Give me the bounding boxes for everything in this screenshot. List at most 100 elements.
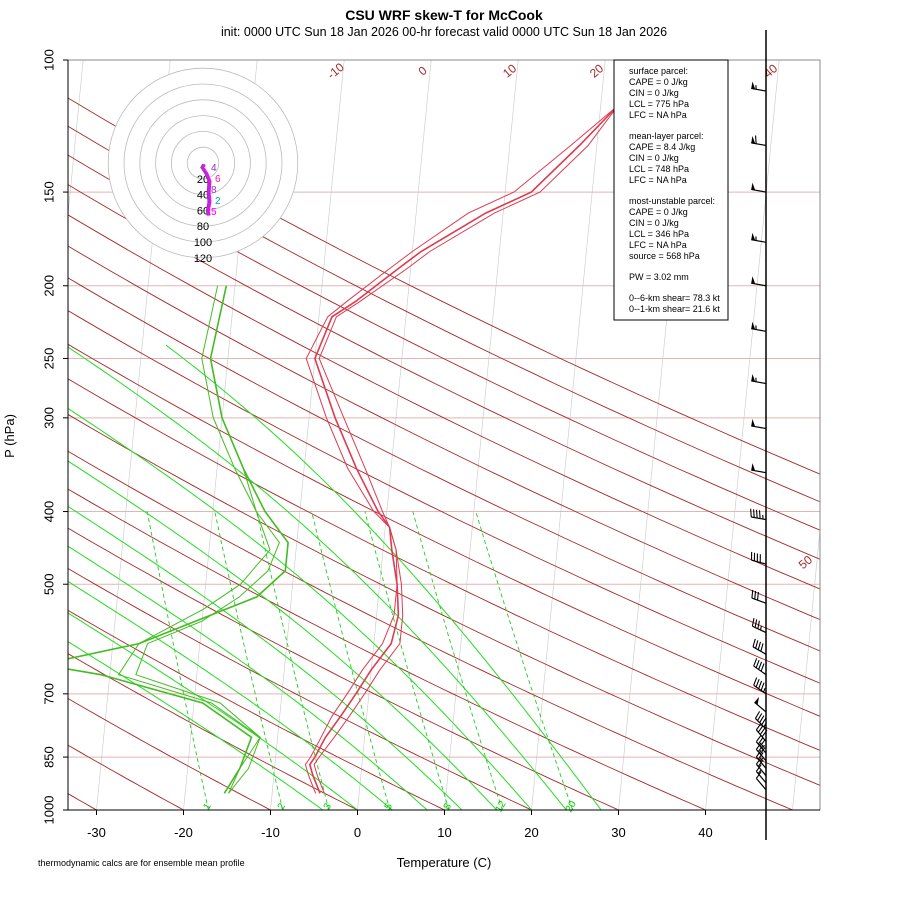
moist-adiabat-line xyxy=(68,460,498,810)
skew-grid-line xyxy=(270,60,345,810)
pressure-tick-label: 700 xyxy=(41,683,56,705)
mixing-ratio-line xyxy=(475,511,574,810)
temperature-tick-label: 30 xyxy=(611,825,625,840)
wind-barb-flag xyxy=(755,764,762,772)
wind-barb-flag xyxy=(755,659,760,668)
wind-barb-flag xyxy=(759,746,766,755)
hodograph-height-label: 4 xyxy=(211,163,217,174)
wind-barb xyxy=(751,321,767,332)
wind-barb xyxy=(753,677,767,695)
wind-barb-flag xyxy=(752,638,756,647)
hodograph-ring-label: 60 xyxy=(197,205,209,217)
wind-barb-flag xyxy=(751,589,754,599)
wind-barb-flag xyxy=(751,618,755,627)
surface-lcl: LCL = 775 hPa xyxy=(629,99,689,109)
mixing-ratio-line xyxy=(256,511,330,810)
dry-adiabat-line xyxy=(68,653,358,810)
wind-barb-flag xyxy=(759,715,765,723)
mean-layer-header: mean-layer parcel: xyxy=(629,131,704,141)
wind-barb-flag xyxy=(758,661,763,670)
temperature-tick-label: 10 xyxy=(437,825,451,840)
wind-barb xyxy=(752,638,767,655)
temperature-tick-label: 20 xyxy=(524,825,538,840)
wind-barb-half-flag xyxy=(759,757,764,762)
mu-cin: CIN = 0 J/kg xyxy=(629,218,679,228)
pressure-tick-label: 300 xyxy=(41,407,56,429)
dry-adiabat-line xyxy=(68,697,271,810)
surface-parcel-header: surface parcel: xyxy=(629,66,688,76)
mean-cape: CAPE = 8.4 J/kg xyxy=(629,142,695,152)
wind-barb-flag xyxy=(757,759,764,767)
wind-barb-pennant xyxy=(751,321,756,330)
surface-cape: CAPE = 0 J/kg xyxy=(629,77,688,87)
wind-barb-pennant xyxy=(751,81,756,90)
wind-barb xyxy=(754,696,767,713)
dry-adiabat-line xyxy=(68,450,793,810)
pressure-tick-label: 200 xyxy=(41,275,56,297)
wind-barb-flag xyxy=(758,510,761,519)
wind-barb-flag xyxy=(757,713,763,721)
wind-barb-flag xyxy=(756,509,758,519)
mean-lcl: LCL = 748 hPa xyxy=(629,164,689,174)
wind-barb-flag xyxy=(755,757,762,765)
moist-adiabat-line xyxy=(165,344,602,810)
wind-barb-flag xyxy=(755,679,760,688)
hodograph-height-label: 2 xyxy=(215,196,221,207)
wind-barb-flag xyxy=(761,729,768,738)
mixing-ratio-label: 3 xyxy=(322,801,335,812)
hodograph-ring xyxy=(155,115,251,211)
mu-lfc: LFC = NA hPa xyxy=(629,240,687,250)
wind-barb-pennant xyxy=(751,182,756,191)
wind-barb-shaft xyxy=(751,142,767,147)
moist-adiabat-line xyxy=(68,346,567,810)
wind-barb-flag xyxy=(757,641,762,650)
wind-barb-half-flag xyxy=(760,625,762,631)
dry-adiabat-line xyxy=(68,310,820,684)
wind-barb-flag xyxy=(757,737,764,745)
surface-cin: CIN = 0 J/kg xyxy=(629,88,679,98)
wind-barb-half-flag xyxy=(763,723,767,728)
wind-barb-pennant xyxy=(754,696,760,705)
wind-barb-shaft xyxy=(751,239,767,243)
wind-barb-flag xyxy=(753,677,758,686)
dry-adiabat-line xyxy=(68,214,820,590)
moist-adiabat-line xyxy=(68,580,393,810)
wind-barb-flag xyxy=(753,509,755,518)
wind-barb xyxy=(751,81,767,92)
wind-barb-flag xyxy=(761,717,767,726)
mixing-ratio-line xyxy=(412,511,503,810)
wind-barb-flag xyxy=(760,682,765,691)
wind-barb xyxy=(751,232,767,243)
temperature-tick-label: -20 xyxy=(174,825,193,840)
dry-adiabat-line xyxy=(68,378,820,751)
temperature-tick-label: -30 xyxy=(87,825,106,840)
wind-barb-flag xyxy=(753,658,758,667)
dry-adiabat-line xyxy=(68,609,445,810)
wind-barb xyxy=(751,419,767,430)
wind-barb-shaft xyxy=(751,188,767,193)
wind-barb-flag xyxy=(755,734,762,743)
temperature-tick-label: -10 xyxy=(261,825,280,840)
x-axis-label: Temperature (C) xyxy=(397,855,492,870)
dry-adiabat-line xyxy=(68,488,706,810)
temperature-tick-label: 0 xyxy=(354,825,361,840)
mixing-ratio-label: 5 xyxy=(383,801,396,812)
mu-lcl: LCL = 346 hPa xyxy=(629,229,689,239)
pressure-tick-label: 1000 xyxy=(41,796,56,825)
wind-barb-half-flag xyxy=(757,769,762,774)
hodograph-ring-label: 120 xyxy=(194,253,212,265)
mean-cin: CIN = 0 J/kg xyxy=(629,153,679,163)
hodograph-height-label: 5 xyxy=(211,207,217,218)
wind-barb xyxy=(750,551,767,565)
wind-barb-flag xyxy=(755,742,762,750)
chart-title: CSU WRF skew-T for McCook xyxy=(345,7,543,23)
shear-0-1km: 0--1-km shear= 21.6 kt xyxy=(629,304,720,314)
pressure-tick-label: 250 xyxy=(41,348,56,370)
hodograph-trace xyxy=(202,164,212,216)
wind-barb-flag xyxy=(755,771,762,779)
wind-barb-pennant xyxy=(751,276,756,284)
dry-adiabat-line xyxy=(68,154,820,531)
wind-barb-flag xyxy=(757,752,764,760)
wind-barb-flag xyxy=(754,619,758,628)
